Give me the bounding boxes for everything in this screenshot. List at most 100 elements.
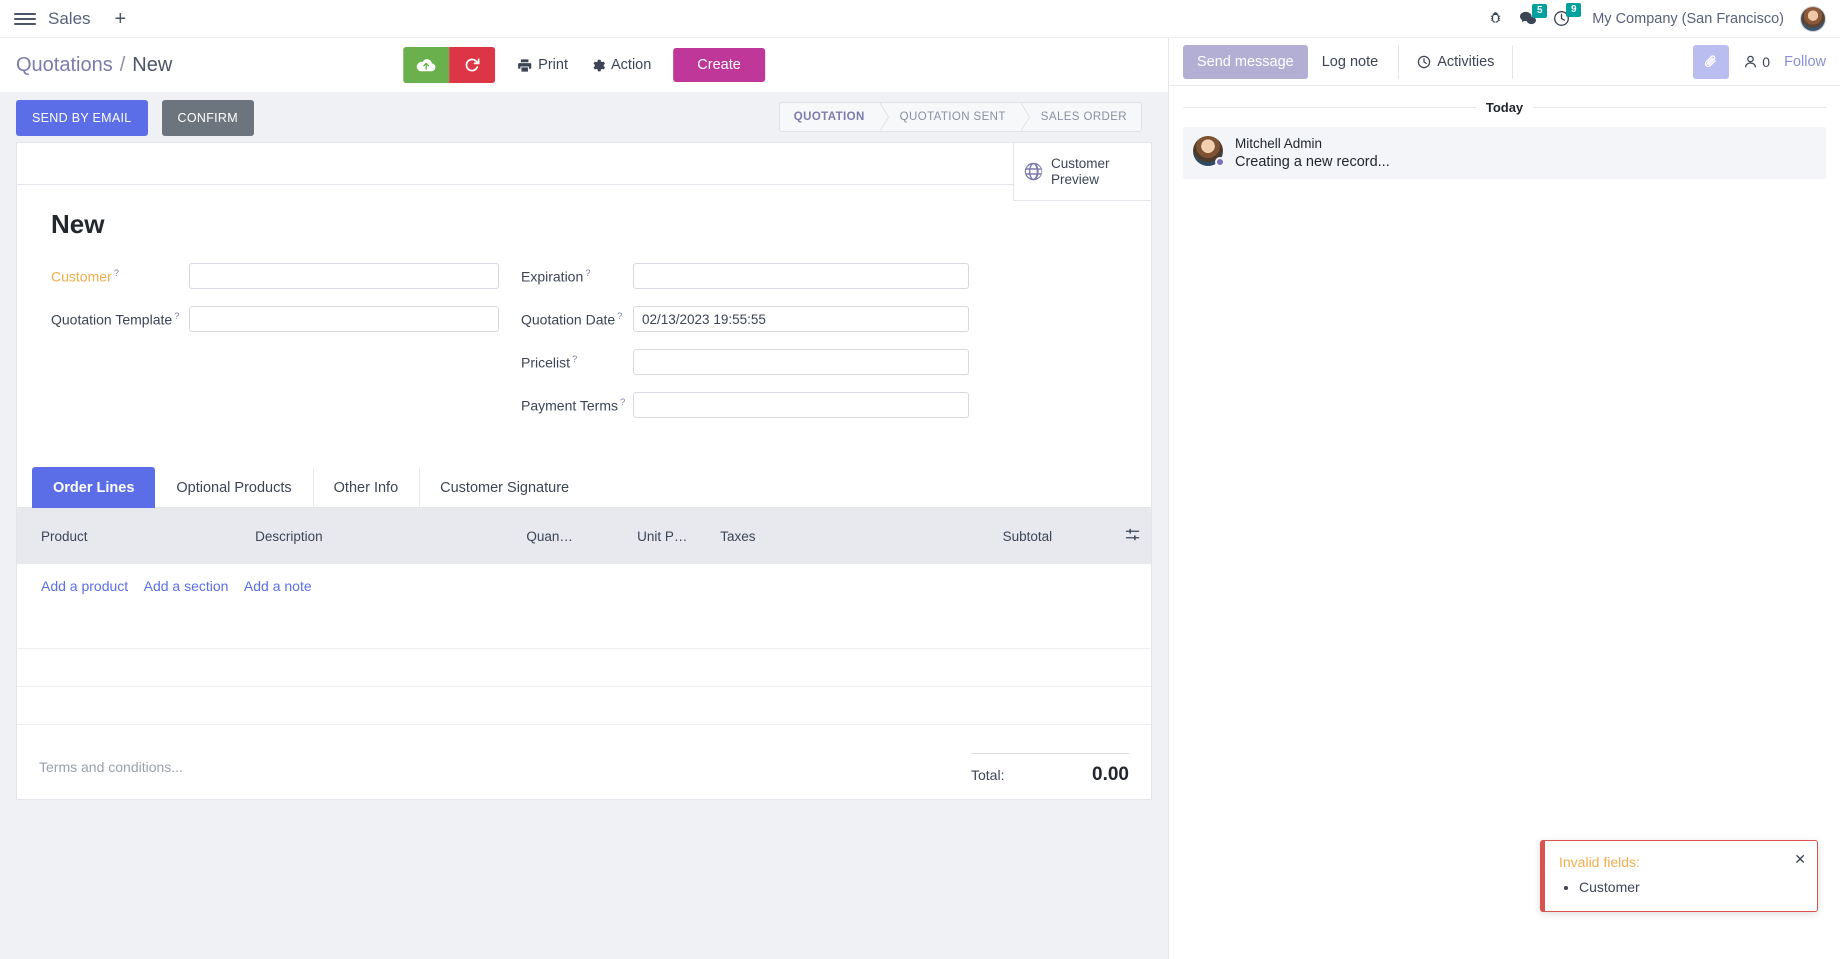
tab-optional-products[interactable]: Optional Products — [155, 467, 312, 508]
messages-icon[interactable]: 5 — [1519, 3, 1548, 27]
tooltip-icon[interactable]: ? — [620, 396, 626, 408]
day-separator-label: Today — [1485, 100, 1524, 115]
quotation-template-label[interactable]: Quotation Template? — [51, 310, 180, 328]
header-row: Product Description Quan… Unit P… Taxes … — [17, 508, 1151, 564]
order-lines-header: Product Description Quan… Unit P… Taxes … — [17, 508, 1151, 564]
activities-clock-icon[interactable]: 9 — [1553, 3, 1582, 27]
add-a-note-link[interactable]: Add a note — [243, 578, 312, 594]
quotation-date-label[interactable]: Quotation Date? — [521, 310, 623, 328]
message-item: Mitchell Admin Creating a new record... — [1183, 127, 1826, 179]
order-lines-table: Product Description Quan… Unit P… Taxes … — [17, 508, 1151, 725]
payment-terms-label[interactable]: Payment Terms? — [521, 396, 626, 414]
message-author: Mitchell Admin — [1235, 136, 1323, 151]
tooltip-icon[interactable]: ? — [113, 267, 119, 279]
activities-badge: 9 — [1566, 3, 1582, 17]
attachment-button[interactable] — [1693, 44, 1730, 79]
customer-label[interactable]: Customer? — [51, 267, 119, 285]
form-column-right: Expiration? Quotation Date? — [521, 262, 981, 434]
tab-other-info[interactable]: Other Info — [312, 467, 419, 508]
message-avatar — [1193, 136, 1225, 167]
follow-button[interactable]: Follow — [1784, 53, 1826, 70]
globe-icon — [1024, 162, 1043, 181]
bug-icon[interactable] — [1488, 11, 1503, 26]
tooltip-icon[interactable]: ? — [617, 310, 623, 322]
action-button[interactable]: Action — [590, 57, 651, 73]
notebook-tabs: Order Lines Optional Products Other Info… — [17, 466, 1151, 508]
send-by-email-button[interactable]: SEND BY EMAIL — [16, 100, 148, 136]
message-body: Creating a new record... — [1235, 154, 1390, 170]
breadcrumb-quotations[interactable]: Quotations — [16, 53, 113, 76]
status-sales-order[interactable]: SALES ORDER — [1019, 102, 1142, 132]
tab-order-lines[interactable]: Order Lines — [32, 467, 156, 508]
sheet-top-row: Customer Preview — [17, 143, 1151, 201]
save-button[interactable] — [403, 47, 450, 83]
messages-badge: 5 — [1532, 3, 1548, 18]
gear-icon — [593, 59, 605, 71]
tab-customer-signature[interactable]: Customer Signature — [419, 467, 590, 508]
activities-label: Activities — [1437, 53, 1495, 70]
totals-block: Total: 0.00 — [971, 752, 1129, 786]
col-product: Product — [17, 508, 256, 564]
quotation-template-input[interactable] — [189, 306, 499, 332]
page-title: New — [51, 209, 105, 239]
new-tab-plus-icon[interactable]: + — [114, 7, 127, 30]
empty-row — [17, 648, 1151, 687]
close-icon[interactable]: ✕ — [1794, 851, 1806, 867]
send-message-button[interactable]: Send message — [1183, 44, 1308, 79]
company-switcher[interactable]: My Company (San Francisco) — [1592, 10, 1784, 27]
activities-button[interactable]: Activities — [1405, 45, 1506, 79]
confirm-button[interactable]: CONFIRM — [161, 100, 254, 136]
add-a-section-link[interactable]: Add a section — [143, 578, 229, 594]
log-note-button[interactable]: Log note — [1308, 45, 1392, 79]
avatar[interactable] — [1800, 5, 1826, 32]
pricelist-input[interactable] — [633, 349, 969, 375]
terms-and-conditions-input[interactable]: Terms and conditions... — [39, 758, 183, 775]
col-subtotal: Subtotal — [1002, 508, 1114, 564]
customer-preview-label: Customer Preview — [1051, 155, 1110, 187]
total-row: Total: 0.00 — [971, 764, 1129, 786]
customer-preview-button[interactable]: Customer Preview — [1013, 143, 1151, 201]
customer-input[interactable] — [189, 263, 499, 289]
create-button[interactable]: Create — [673, 48, 765, 82]
expiration-input[interactable] — [633, 263, 969, 289]
column-options-icon[interactable] — [1113, 508, 1151, 564]
print-button[interactable]: Print — [517, 57, 568, 73]
add-a-product-link[interactable]: Add a product — [41, 578, 129, 594]
add-links-row: Add a product Add a section Add a note — [17, 564, 1151, 610]
field-row-quotation-date: Quotation Date? — [521, 305, 981, 333]
field-row-pricelist: Pricelist? — [521, 348, 981, 376]
chatter-pane: Send message Log note Activities — [1168, 38, 1840, 959]
col-quantity: Quan… — [526, 508, 638, 564]
field-row-quotation-template: Quotation Template? — [51, 305, 521, 333]
hamburger-icon[interactable] — [14, 11, 36, 27]
status-quotation[interactable]: QUOTATION — [778, 102, 889, 132]
pricelist-label[interactable]: Pricelist? — [521, 353, 578, 371]
sheet-wrapper: SEND BY EMAIL CONFIRM QUOTATION QUOTATIO… — [0, 94, 1168, 800]
notebook: Order Lines Optional Products Other Info… — [17, 466, 1151, 725]
form-column-left: Customer? Quotation Template? — [51, 262, 521, 434]
action-label: Action — [610, 57, 652, 73]
top-navbar: Sales + 5 9 My Company (San Francisco) — [0, 0, 1840, 38]
payment-terms-input[interactable] — [633, 392, 969, 418]
field-row-customer: Customer? — [51, 262, 521, 290]
tooltip-icon[interactable]: ? — [572, 353, 578, 365]
app-name[interactable]: Sales — [48, 8, 91, 28]
status-quotation-sent[interactable]: QUOTATION SENT — [878, 102, 1030, 132]
field-row-expiration: Expiration? — [521, 262, 981, 290]
empty-row — [17, 610, 1151, 649]
day-separator: Today — [1183, 100, 1827, 115]
tooltip-icon[interactable]: ? — [174, 310, 180, 322]
message-content: Mitchell Admin Creating a new record... — [1235, 136, 1390, 170]
discard-button[interactable] — [449, 47, 496, 83]
total-value: 0.00 — [1092, 763, 1129, 785]
toast-item: Customer — [1579, 879, 1803, 895]
quotation-date-input[interactable] — [633, 306, 969, 332]
toolbar-divider — [1512, 44, 1514, 79]
col-description: Description — [255, 508, 527, 564]
field-row-payment-terms: Payment Terms? — [521, 391, 981, 419]
tooltip-icon[interactable]: ? — [585, 267, 591, 279]
toolbar-divider — [1398, 44, 1400, 79]
expiration-label[interactable]: Expiration? — [521, 267, 591, 285]
form-pane: Quotations / New — [0, 38, 1168, 959]
followers-button[interactable]: 0 — [1743, 54, 1770, 70]
